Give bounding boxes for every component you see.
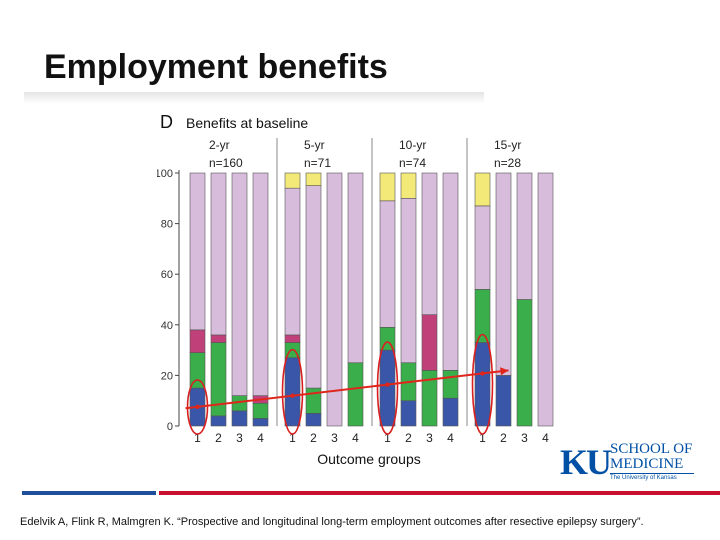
stacked-bar-chart: D Benefits at baseline 0 20 40 60 80 100 2-yr n… [157, 112, 554, 467]
bar-5-yr-1-yellow [284, 172, 301, 189]
bar-2-yr-2-blue [210, 415, 227, 427]
highlight-circle-2-yr [186, 379, 209, 435]
x-tick-label-15-yr-4: 4 [542, 431, 549, 445]
logo-divider [610, 473, 694, 474]
y-tick-label-20: 20 [161, 370, 173, 382]
x-tick-label-2-yr-1: 1 [194, 431, 201, 445]
y-tick-label-0: 0 [167, 421, 173, 433]
logo-school-text: SCHOOL OF [610, 441, 693, 457]
trend-arrow-head [500, 367, 509, 376]
slide-title: Employment benefits [44, 48, 388, 86]
bar-2-yr-1-lavender [189, 172, 206, 331]
x-tick-label-10-yr-3: 3 [426, 431, 433, 445]
y-tick-label-60: 60 [161, 269, 173, 281]
group-label-2-yr: 2-yr [209, 138, 230, 152]
bar-2-yr-4-lavender [252, 172, 269, 396]
bar-15-yr-3-green [516, 299, 533, 427]
panel-letter: D [160, 112, 173, 132]
bar-2-yr-3-blue [231, 410, 248, 427]
y-tick-label-40: 40 [161, 320, 173, 332]
bar-15-yr-2-blue [495, 375, 512, 427]
bar-10-yr-4-green [442, 370, 459, 399]
group-label-5-yr: 5-yr [304, 138, 325, 152]
bar-2-yr-3-lavender [231, 172, 248, 396]
logo-tagline: The University of Kansas [610, 475, 677, 481]
group-label-10-yr: 10-yr [399, 138, 426, 152]
bar-10-yr-1-lavender [379, 200, 396, 328]
group-label-15-yr: 15-yr [494, 138, 521, 152]
x-tick-label-5-yr-4: 4 [352, 431, 359, 445]
trend-point-10-yr [385, 382, 390, 387]
bar-10-yr-2-blue [400, 400, 417, 427]
x-tick-label-5-yr-1: 1 [289, 431, 296, 445]
bar-10-yr-2-yellow [400, 172, 417, 199]
x-tick-label-2-yr-4: 4 [257, 431, 264, 445]
x-tick-label-2-yr-3: 3 [236, 431, 243, 445]
bar-5-yr-4-lavender [347, 172, 364, 364]
bar-10-yr-3-magenta [421, 314, 438, 371]
bar-10-yr-1-yellow [379, 172, 396, 202]
bar-5-yr-1-lavender [284, 187, 301, 336]
highlight-circle-15-yr [471, 333, 494, 435]
footer-bar-red [159, 491, 720, 495]
bar-5-yr-3-lavender [326, 172, 343, 427]
trend-point-2-yr [195, 404, 200, 410]
group-n-10-yr: n=74 [399, 156, 426, 170]
title-shadow [24, 92, 484, 104]
bar-10-yr-2-lavender [400, 198, 417, 364]
x-tick-label-5-yr-2: 2 [310, 431, 317, 445]
citation-text: Edelvik A, Flink R, Malmgren K. “Prospec… [20, 516, 644, 528]
bar-10-yr-3-lavender [421, 172, 438, 315]
x-tick-label-15-yr-2: 2 [500, 431, 507, 445]
bar-2-yr-1-magenta [189, 329, 206, 353]
y-tick-label-80: 80 [161, 219, 173, 231]
chart-title: Benefits at baseline [186, 115, 308, 131]
x-tick-label-10-yr-2: 2 [405, 431, 412, 445]
bar-2-yr-4-green [252, 402, 269, 419]
bar-10-yr-4-blue [442, 397, 459, 427]
x-tick-label-15-yr-3: 3 [521, 431, 528, 445]
x-tick-label-15-yr-1: 1 [479, 431, 486, 445]
bar-5-yr-2-lavender [305, 185, 322, 389]
bar-5-yr-2-blue [305, 413, 322, 427]
x-axis-label: Outcome groups [317, 451, 421, 467]
group-n-2-yr: n=160 [209, 156, 243, 170]
footer-bar-blue [22, 491, 156, 495]
trend-arrow-line [185, 369, 509, 410]
bar-5-yr-1-blue [284, 357, 301, 427]
bar-5-yr-1-magenta [284, 334, 301, 343]
x-tick-label-10-yr-1: 1 [384, 431, 391, 445]
bar-15-yr-4-lavender [537, 172, 554, 427]
bar-15-yr-1-yellow [474, 172, 491, 207]
chart-figure: D Benefits at baseline 0 20 40 60 80 100 2-yr n… [157, 108, 563, 470]
bar-2-yr-2-lavender [210, 172, 227, 336]
group-n-15-yr: n=28 [494, 156, 521, 170]
bar-5-yr-4-green [347, 362, 364, 427]
highlight-circle-10-yr [376, 341, 399, 435]
x-tick-label-5-yr-3: 3 [331, 431, 338, 445]
bar-10-yr-1-blue [379, 349, 396, 427]
ku-school-of-medicine-logo: KU SCHOOL OF MEDICINE The University of … [558, 440, 698, 486]
x-tick-label-10-yr-4: 4 [447, 431, 454, 445]
logo-medicine-text: MEDICINE [610, 456, 684, 472]
bar-15-yr-3-lavender [516, 172, 533, 300]
trend-point-15-yr [480, 371, 485, 376]
bar-15-yr-1-lavender [474, 205, 491, 290]
ku-logo-mark: KU [560, 442, 612, 482]
trend-point-5-yr [290, 393, 295, 398]
group-n-5-yr: n=71 [304, 156, 331, 170]
bar-15-yr-2-lavender [495, 172, 512, 376]
bar-5-yr-2-yellow [305, 172, 322, 186]
bar-15-yr-1-blue [474, 342, 491, 427]
highlight-circle-5-yr [281, 348, 304, 435]
x-tick-label-2-yr-2: 2 [215, 431, 222, 445]
y-tick-label-100: 100 [157, 168, 173, 180]
bar-2-yr-2-magenta [210, 334, 227, 343]
bar-2-yr-4-blue [252, 418, 269, 427]
bar-10-yr-4-lavender [442, 172, 459, 371]
